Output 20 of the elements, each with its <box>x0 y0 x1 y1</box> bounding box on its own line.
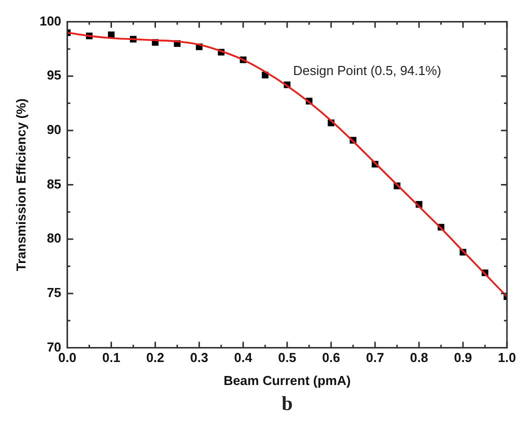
text: b <box>282 393 293 416</box>
x-tick-label: 0.4 <box>234 350 253 366</box>
x-tick-label: 0.2 <box>146 350 164 366</box>
x-tick-label: 0.1 <box>102 350 120 366</box>
y-axis-title: Transmission Efficiency (%) <box>13 98 28 272</box>
x-tick-label: 0.7 <box>366 350 384 366</box>
y-tick-label: 85 <box>46 176 62 192</box>
y-tick-label: 95 <box>46 68 62 83</box>
y-tick-label: 75 <box>46 285 62 300</box>
x-tick-label: 0.6 <box>322 350 340 366</box>
x-tick-label: 0.3 <box>190 350 208 366</box>
x-tick-label: 0.5 <box>278 350 296 366</box>
x-tick-label: 1.0 <box>498 350 516 366</box>
x-axis-title: Beam Current (pmA) <box>224 372 351 388</box>
annotation: Design Point (0.5, 94.1%) <box>293 62 442 78</box>
y-tick-label: 90 <box>46 122 62 138</box>
y-tick-label: 80 <box>46 230 62 246</box>
x-tick-label: 0.9 <box>454 350 472 366</box>
y-tick-label: 100 <box>40 13 62 28</box>
x-tick-label: 0.8 <box>410 350 428 366</box>
